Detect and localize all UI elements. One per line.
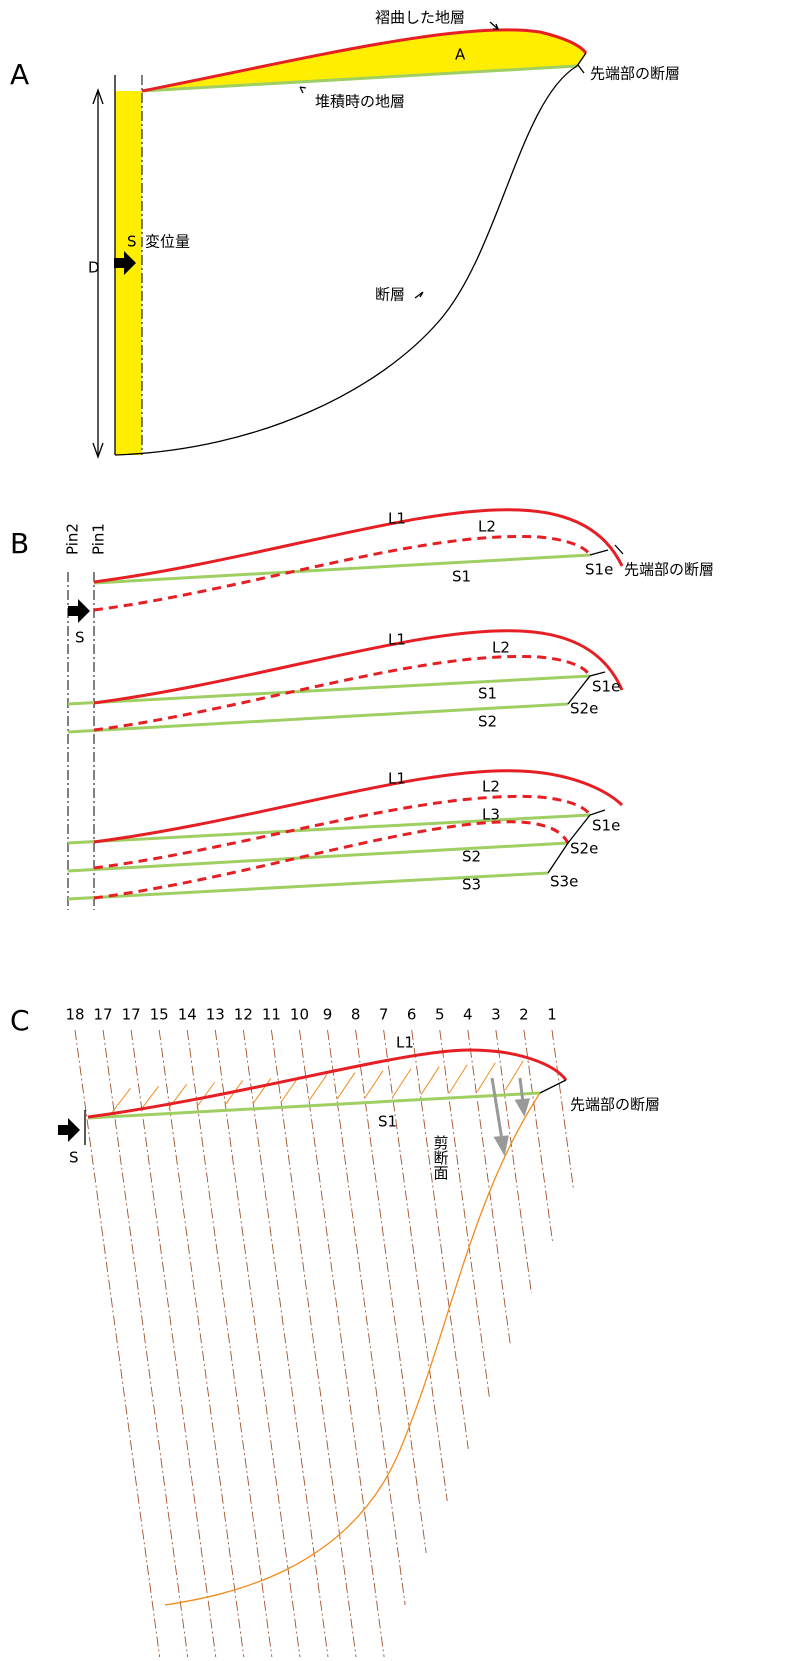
original-layer-label: 堆積時の地層: [315, 93, 405, 111]
column-number: 1: [547, 1006, 557, 1024]
tip-fault: [540, 1080, 566, 1093]
column-line: [243, 1030, 328, 1657]
diagram: A D S 変位量 褶曲した地層 A 先端部の断層 堆積時の地層 断層 B Pi…: [0, 0, 786, 1657]
column-line: [356, 1030, 427, 1553]
column-number: 5: [435, 1006, 445, 1024]
column-number: 2: [519, 1006, 529, 1024]
label-s2e: S2e: [570, 700, 598, 718]
column-number: 4: [463, 1006, 473, 1024]
column-line: [187, 1030, 272, 1657]
displacement-label: 変位量: [145, 233, 190, 251]
label-l1: L1: [388, 770, 406, 788]
depth-label: D: [88, 259, 100, 277]
pin-label: Pin1: [90, 523, 108, 555]
tip-fault-label: 先端部の断層: [590, 65, 680, 83]
label-l1: L1: [388, 510, 406, 528]
label-s3: S3: [462, 876, 481, 894]
label-l3: L3: [482, 806, 500, 824]
panel-label: C: [10, 1004, 30, 1037]
column-line: [299, 1030, 384, 1657]
label-s2: S2: [478, 713, 497, 731]
shift-label: S: [75, 629, 85, 647]
column-number: 14: [178, 1006, 197, 1024]
column-line: [131, 1030, 216, 1657]
label-l1: L1: [396, 1034, 414, 1052]
tip-fault: [590, 545, 623, 555]
shift-arrow: [68, 599, 90, 623]
layer-s1: [68, 676, 590, 704]
column-line: [468, 1030, 511, 1345]
label-l1: L1: [388, 631, 406, 649]
column-number: 3: [491, 1006, 501, 1024]
layer-l1: [94, 510, 622, 582]
column-line: [496, 1030, 532, 1293]
label-l2: L2: [478, 518, 496, 536]
column-number: 11: [262, 1006, 281, 1024]
layer-l2: [94, 536, 590, 610]
layer-l1: [94, 771, 622, 842]
tip-fault-label: 先端部の断層: [624, 561, 714, 579]
column-number: 8: [351, 1006, 361, 1024]
label-s1e: S1e: [592, 817, 620, 835]
column-line: [103, 1030, 188, 1657]
panel-label: A: [10, 58, 29, 91]
layer-s2: [68, 843, 568, 871]
folded-area: [142, 30, 586, 91]
column-line: [215, 1030, 300, 1657]
hatch-line: [253, 1078, 271, 1103]
column-number: 10: [290, 1006, 309, 1024]
column-number: 9: [323, 1006, 333, 1024]
layer-l1: [94, 631, 622, 703]
shear-plane: [165, 1093, 540, 1605]
hatch-line: [449, 1065, 467, 1093]
area-label: A: [455, 46, 466, 64]
hatch-line: [421, 1067, 439, 1095]
layer-s1: [68, 815, 590, 843]
column-number: 7: [379, 1006, 389, 1024]
layer-l2: [94, 796, 590, 868]
displacement-area: [115, 91, 142, 455]
shift-label: S: [69, 1149, 79, 1167]
hatch-line: [393, 1069, 411, 1097]
column-number: 17: [122, 1006, 141, 1024]
column-number: 17: [94, 1006, 113, 1024]
fault: [115, 53, 586, 455]
column-line: [271, 1030, 356, 1657]
label-s3e: S3e: [550, 873, 578, 891]
fault-label: 断層: [375, 286, 405, 304]
label-s2e: S2e: [570, 840, 598, 858]
label-l2: L2: [492, 639, 510, 657]
shear-plane-label: 剪断面: [432, 1135, 450, 1180]
column-number: 6: [407, 1006, 417, 1024]
label-s1e: S1e: [592, 678, 620, 696]
layer-l3: [94, 822, 568, 898]
label-s2: S2: [462, 848, 481, 866]
hatch-line: [309, 1075, 327, 1101]
column-line: [159, 1030, 244, 1657]
label-s1e: S1e: [585, 561, 613, 579]
pin-label: Pin2: [64, 523, 82, 555]
folded-layer-label: 褶曲した地層: [375, 9, 465, 27]
label-s1: S1: [452, 568, 471, 586]
label-s1: S1: [478, 685, 497, 703]
hatch-line: [365, 1071, 383, 1098]
column-line: [75, 1030, 160, 1657]
column-number: 18: [65, 1006, 84, 1024]
hatch-line: [113, 1088, 131, 1111]
layer-l2: [94, 656, 590, 730]
panel-label: B: [10, 527, 29, 560]
label-s1: S1: [378, 1113, 397, 1131]
shift-arrow: [58, 1118, 80, 1142]
shift-vectors: [492, 1078, 528, 1152]
column-number: 15: [150, 1006, 169, 1024]
shift-label: S: [127, 233, 137, 251]
column-line: [412, 1030, 469, 1449]
label-l2: L2: [482, 778, 500, 796]
column-number: 13: [206, 1006, 225, 1024]
column-number: 12: [234, 1006, 253, 1024]
hatch-line: [337, 1073, 355, 1100]
tip-fault-label: 先端部の断層: [570, 1096, 660, 1114]
